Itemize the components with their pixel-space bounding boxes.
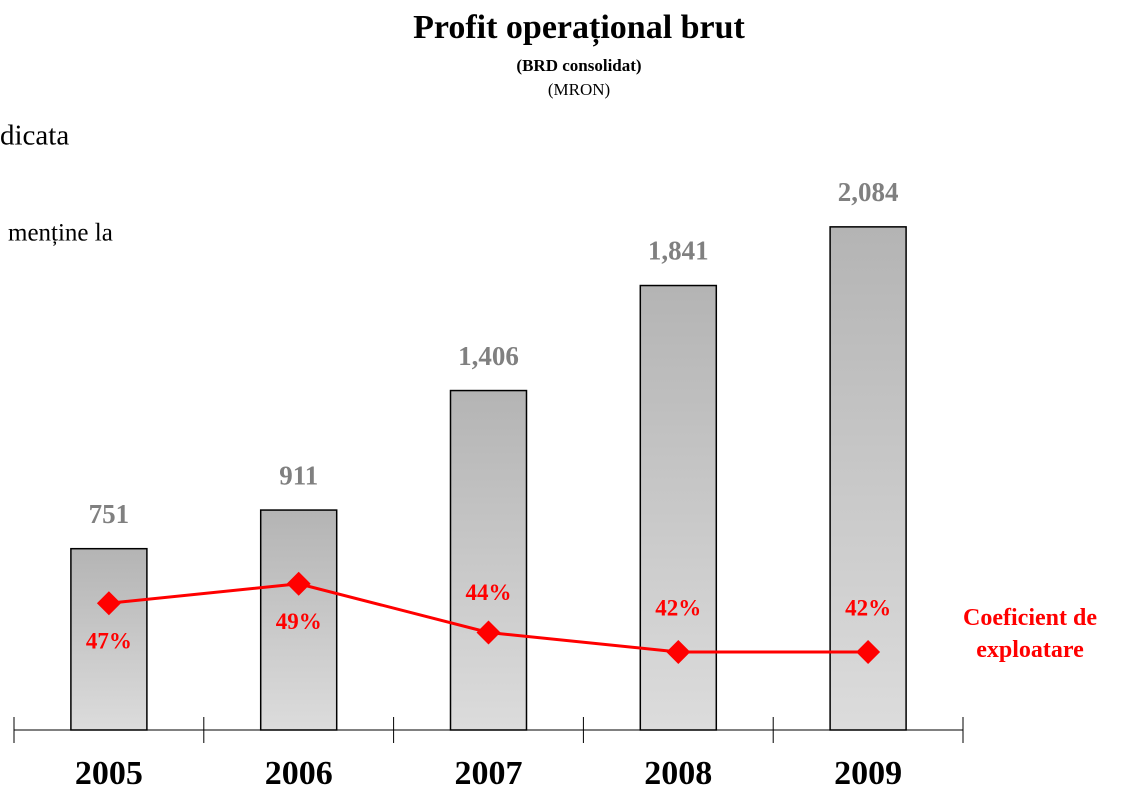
bar [259,509,338,731]
value-label: 751 [89,499,130,529]
legend-entry: Coeficient de exploatare [963,605,1097,663]
marker [476,620,501,645]
chart-subtitle: (BRD consolidat) [516,56,641,75]
marker [96,591,121,616]
x-tick-label: 2009 [834,755,902,792]
data-label: 44% [466,580,512,605]
marker [286,571,311,596]
marker [856,640,881,664]
unit-label: (MRON) [548,80,610,99]
chart-title: Profit operațional brut [413,9,745,47]
data-label: 47% [86,629,132,654]
value-label: 911 [279,460,318,490]
slide-text: dicata [0,120,69,152]
value-label: 1,406 [458,341,519,371]
bar [449,389,528,731]
data-label: 49% [276,609,322,634]
data-label: 42% [845,595,891,620]
x-tick-label: 2007 [455,755,523,792]
slide-text: menține la [8,220,113,247]
value-label: 1,841 [648,236,709,266]
bar [70,547,148,731]
bar [639,284,718,731]
data-label: 42% [655,595,701,620]
x-tick-label: 2006 [265,755,333,792]
x-tick-label: 2008 [644,755,712,792]
value-label: 2,084 [838,177,899,207]
x-tick-label: 2005 [75,755,143,792]
marker [666,640,691,664]
